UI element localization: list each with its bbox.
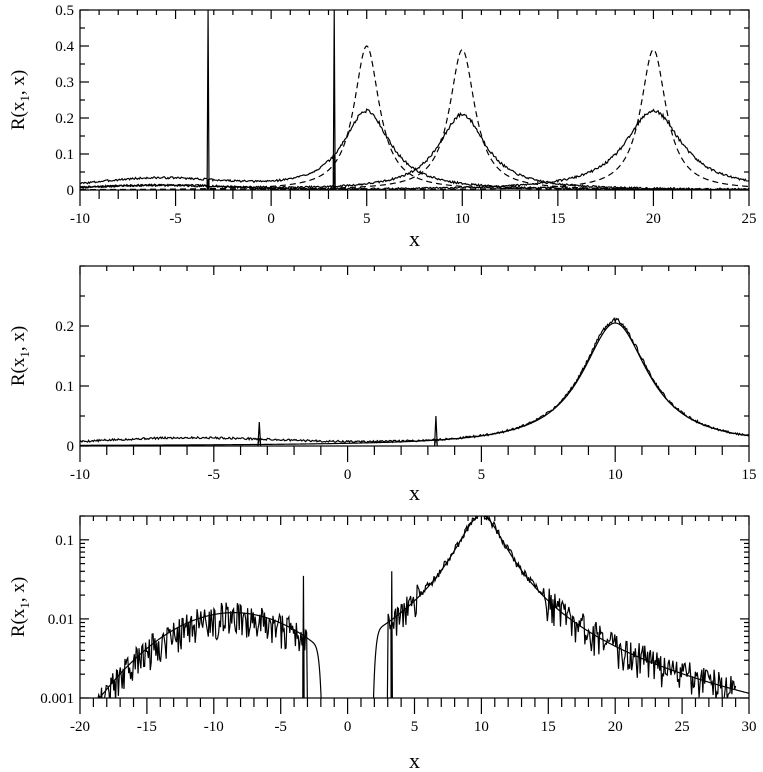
x-tick-label: 20 <box>646 211 661 227</box>
y-label-main: R(x <box>8 101 29 130</box>
y-label-sub: 1 <box>17 95 32 102</box>
y-axis: 0 0.1 0.2 <box>55 265 749 455</box>
x-tick-label: -15 <box>137 719 157 735</box>
x-tick-label: 30 <box>742 719 757 735</box>
x-tick-label: 0 <box>344 467 352 483</box>
x-tick-label: -5 <box>169 211 182 227</box>
series-line-2 <box>97 516 737 698</box>
y-tick-label: 0 <box>67 439 75 455</box>
x-tick-label: -5 <box>274 719 287 735</box>
y-tick-label: 0.1 <box>55 379 74 395</box>
x-tick-label: 5 <box>411 719 419 735</box>
y-axis-label: R(x1, x) <box>8 70 32 130</box>
y-axis-label: R(x1, x) <box>8 577 32 637</box>
x-axis: -10 -5 0 5 10 15 20 25 <box>70 10 757 227</box>
y-label-tail: , x) <box>8 70 29 95</box>
x-tick-label: 15 <box>541 719 556 735</box>
x-tick-label: -10 <box>70 467 90 483</box>
y-tick-label: 0.2 <box>55 319 74 335</box>
x-tick-label: 0 <box>344 719 352 735</box>
x-tick-label: 15 <box>550 211 565 227</box>
plot-frame <box>79 9 750 191</box>
x-tick-label: -5 <box>208 467 221 483</box>
x-tick-label: -10 <box>204 719 224 735</box>
x-tick-label: 20 <box>608 719 623 735</box>
series-line-4 <box>80 111 749 190</box>
series-line-1 <box>80 317 749 446</box>
x-tick-label: 0 <box>267 211 275 227</box>
y-label-tail: , x) <box>8 577 29 602</box>
series-line-0 <box>80 322 749 446</box>
plot-area <box>80 10 749 190</box>
y-label-main: R(x <box>8 608 29 637</box>
y-tick-label: 0.3 <box>55 75 74 91</box>
x-tick-label: 10 <box>608 467 623 483</box>
x-tick-label: 15 <box>742 467 757 483</box>
plot-area <box>80 317 749 446</box>
y-label-tail: , x) <box>8 326 29 351</box>
chart-panel-bottom: -20 -15 -10 -5 0 5 10 15 20 25 30 0.001 0.01 0.1 x R(x1… <box>8 515 757 772</box>
y-axis-label: R(x1, x) <box>8 326 32 386</box>
y-tick-label: 0.4 <box>55 39 74 55</box>
x-tick-label: 10 <box>455 211 470 227</box>
y-tick-label: 0 <box>67 183 75 199</box>
y-tick-label: 0.01 <box>48 612 74 628</box>
x-tick-label: 5 <box>363 211 371 227</box>
x-tick-label: -10 <box>70 211 90 227</box>
y-axis: 0.001 0.01 0.1 <box>40 515 749 707</box>
x-tick-label: 25 <box>675 719 690 735</box>
y-tick-label: 0.001 <box>40 691 74 707</box>
x-axis-label: x <box>409 480 420 505</box>
y-tick-label: 0.5 <box>55 3 74 19</box>
y-label-sub: 1 <box>17 602 32 609</box>
x-tick-label: 25 <box>742 211 757 227</box>
x-axis-label: x <box>409 226 420 251</box>
x-axis-label: x <box>409 748 420 772</box>
y-label-main: R(x <box>8 357 29 386</box>
chart-panel-top: -10 -5 0 5 10 15 20 25 0 0.1 0.2 0.3 0.4 0.5 x R(x1, x) <box>8 3 757 251</box>
series-line-5 <box>80 108 749 190</box>
x-tick-label: -20 <box>70 719 90 735</box>
x-axis: -10 -5 0 5 10 15 <box>70 266 757 483</box>
x-tick-label: 5 <box>478 467 486 483</box>
x-axis: -20 -15 -10 -5 0 5 10 15 20 25 30 <box>70 516 757 735</box>
chart-panel-middle: -10 -5 0 5 10 15 0 0.1 0.2 x R(x1, x) <box>8 265 757 505</box>
y-tick-label: 0.1 <box>55 533 74 549</box>
plot-frame <box>79 265 750 447</box>
y-label-sub: 1 <box>17 351 32 358</box>
x-tick-label: 10 <box>474 719 489 735</box>
y-axis: 0 0.1 0.2 0.3 0.4 0.5 <box>55 3 749 199</box>
y-tick-label: 0.1 <box>55 147 74 163</box>
plot-area <box>97 516 749 698</box>
y-tick-label: 0.2 <box>55 111 74 127</box>
series-line-3 <box>80 10 749 190</box>
